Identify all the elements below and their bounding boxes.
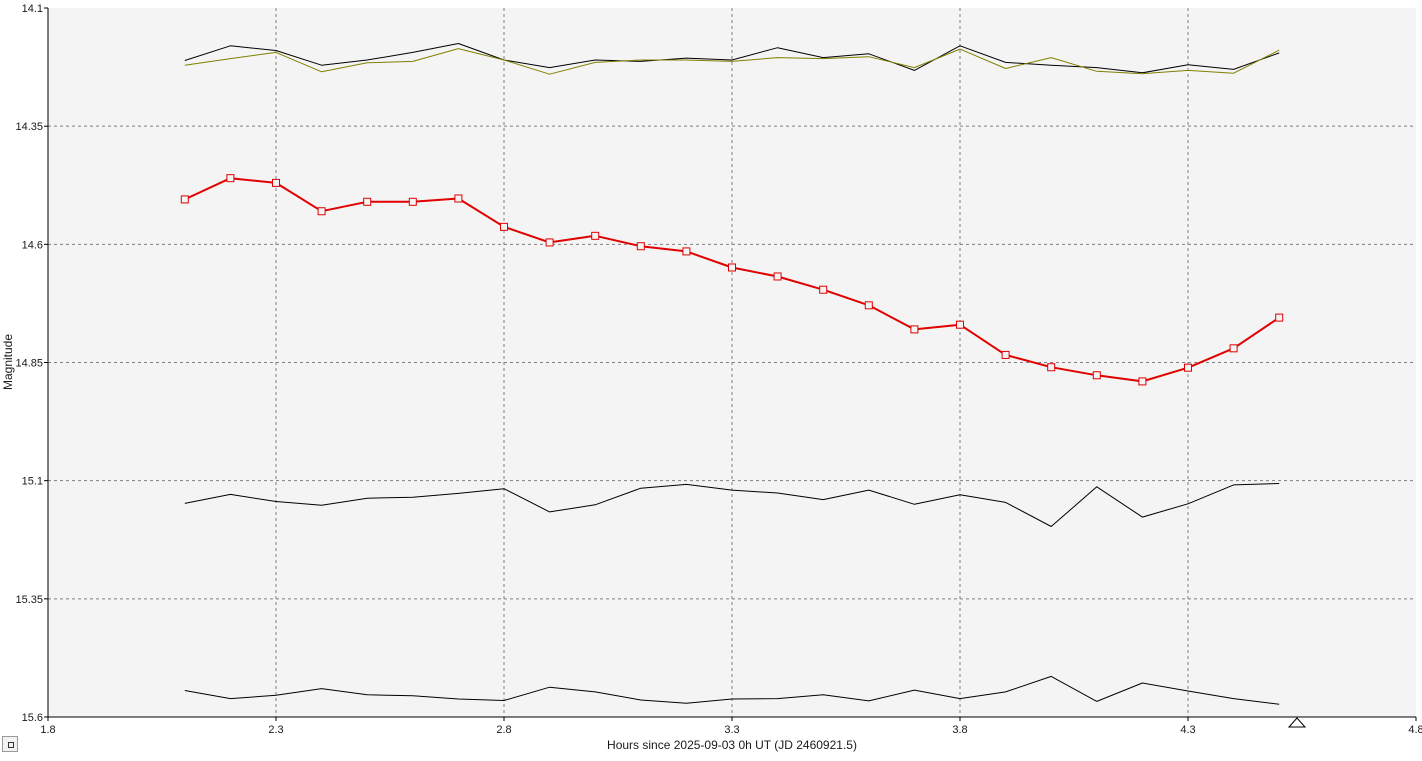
y-tick-label: 14.85 — [15, 358, 43, 370]
data-point-marker[interactable] — [636, 242, 645, 251]
data-point-marker[interactable] — [1047, 363, 1056, 372]
data-point-marker[interactable] — [408, 197, 417, 206]
data-point-marker[interactable] — [180, 195, 189, 204]
data-point-marker[interactable] — [819, 285, 828, 294]
data-point-marker[interactable] — [1184, 363, 1192, 372]
x-tick-label: 3.8 — [952, 724, 967, 736]
y-tick-label: 15.6 — [22, 712, 43, 724]
series-line-1[interactable] — [184, 43, 1280, 74]
series-line-5[interactable] — [184, 675, 1280, 705]
data-point-marker[interactable] — [1001, 350, 1010, 359]
y-tick-label: 15.35 — [15, 594, 43, 606]
data-point-marker[interactable] — [363, 197, 372, 206]
y-tick-label: 15.1 — [22, 476, 43, 488]
data-point-marker[interactable] — [500, 222, 508, 231]
x-tick-label: 4.8 — [1408, 724, 1422, 736]
data-point-marker[interactable] — [272, 178, 280, 187]
series-line-2[interactable] — [184, 48, 1280, 75]
data-point-marker[interactable] — [317, 207, 326, 216]
data-point-marker[interactable] — [591, 231, 600, 240]
grid — [48, 8, 1416, 717]
series-line-4[interactable] — [184, 483, 1280, 527]
x-tick-label: 1.8 — [40, 724, 55, 736]
y-axis-label: Magnitude — [1, 334, 15, 390]
data-point-marker[interactable] — [728, 263, 736, 272]
data-point-marker[interactable] — [1275, 313, 1284, 322]
data-point-marker[interactable] — [545, 238, 554, 247]
data-point-marker[interactable] — [1229, 344, 1238, 353]
x-tick-label: 2.8 — [496, 724, 511, 736]
series-group — [180, 43, 1284, 705]
x-tick-label: 2.3 — [268, 724, 283, 736]
square-icon — [8, 742, 14, 748]
legend-toggle-button[interactable] — [2, 736, 18, 752]
x-axis-label: Hours since 2025-09-03 0h UT (JD 2460921… — [607, 738, 857, 752]
triangle-marker-icon[interactable] — [1287, 717, 1307, 728]
x-tick-label: 3.3 — [724, 724, 739, 736]
data-point-marker[interactable] — [773, 272, 782, 281]
tick-labels: 1.8 2.3 2.8 3.3 3.8 4.3 4.8 14.1 14.35 14.6 14.85 1… — [15, 3, 1422, 736]
data-point-marker[interactable] — [682, 247, 691, 256]
y-tick-label: 14.35 — [15, 121, 43, 133]
data-point-marker[interactable] — [910, 325, 919, 334]
data-point-marker[interactable] — [864, 301, 873, 310]
data-point-marker[interactable] — [956, 320, 964, 329]
y-tick-label: 14.1 — [22, 3, 43, 15]
data-point-marker[interactable] — [454, 194, 463, 203]
x-tick-label: 4.3 — [1180, 724, 1195, 736]
data-point-marker[interactable] — [1138, 377, 1147, 386]
data-point-marker[interactable] — [1092, 371, 1101, 380]
data-point-marker[interactable] — [226, 174, 235, 183]
y-tick-label: 14.6 — [22, 239, 43, 251]
